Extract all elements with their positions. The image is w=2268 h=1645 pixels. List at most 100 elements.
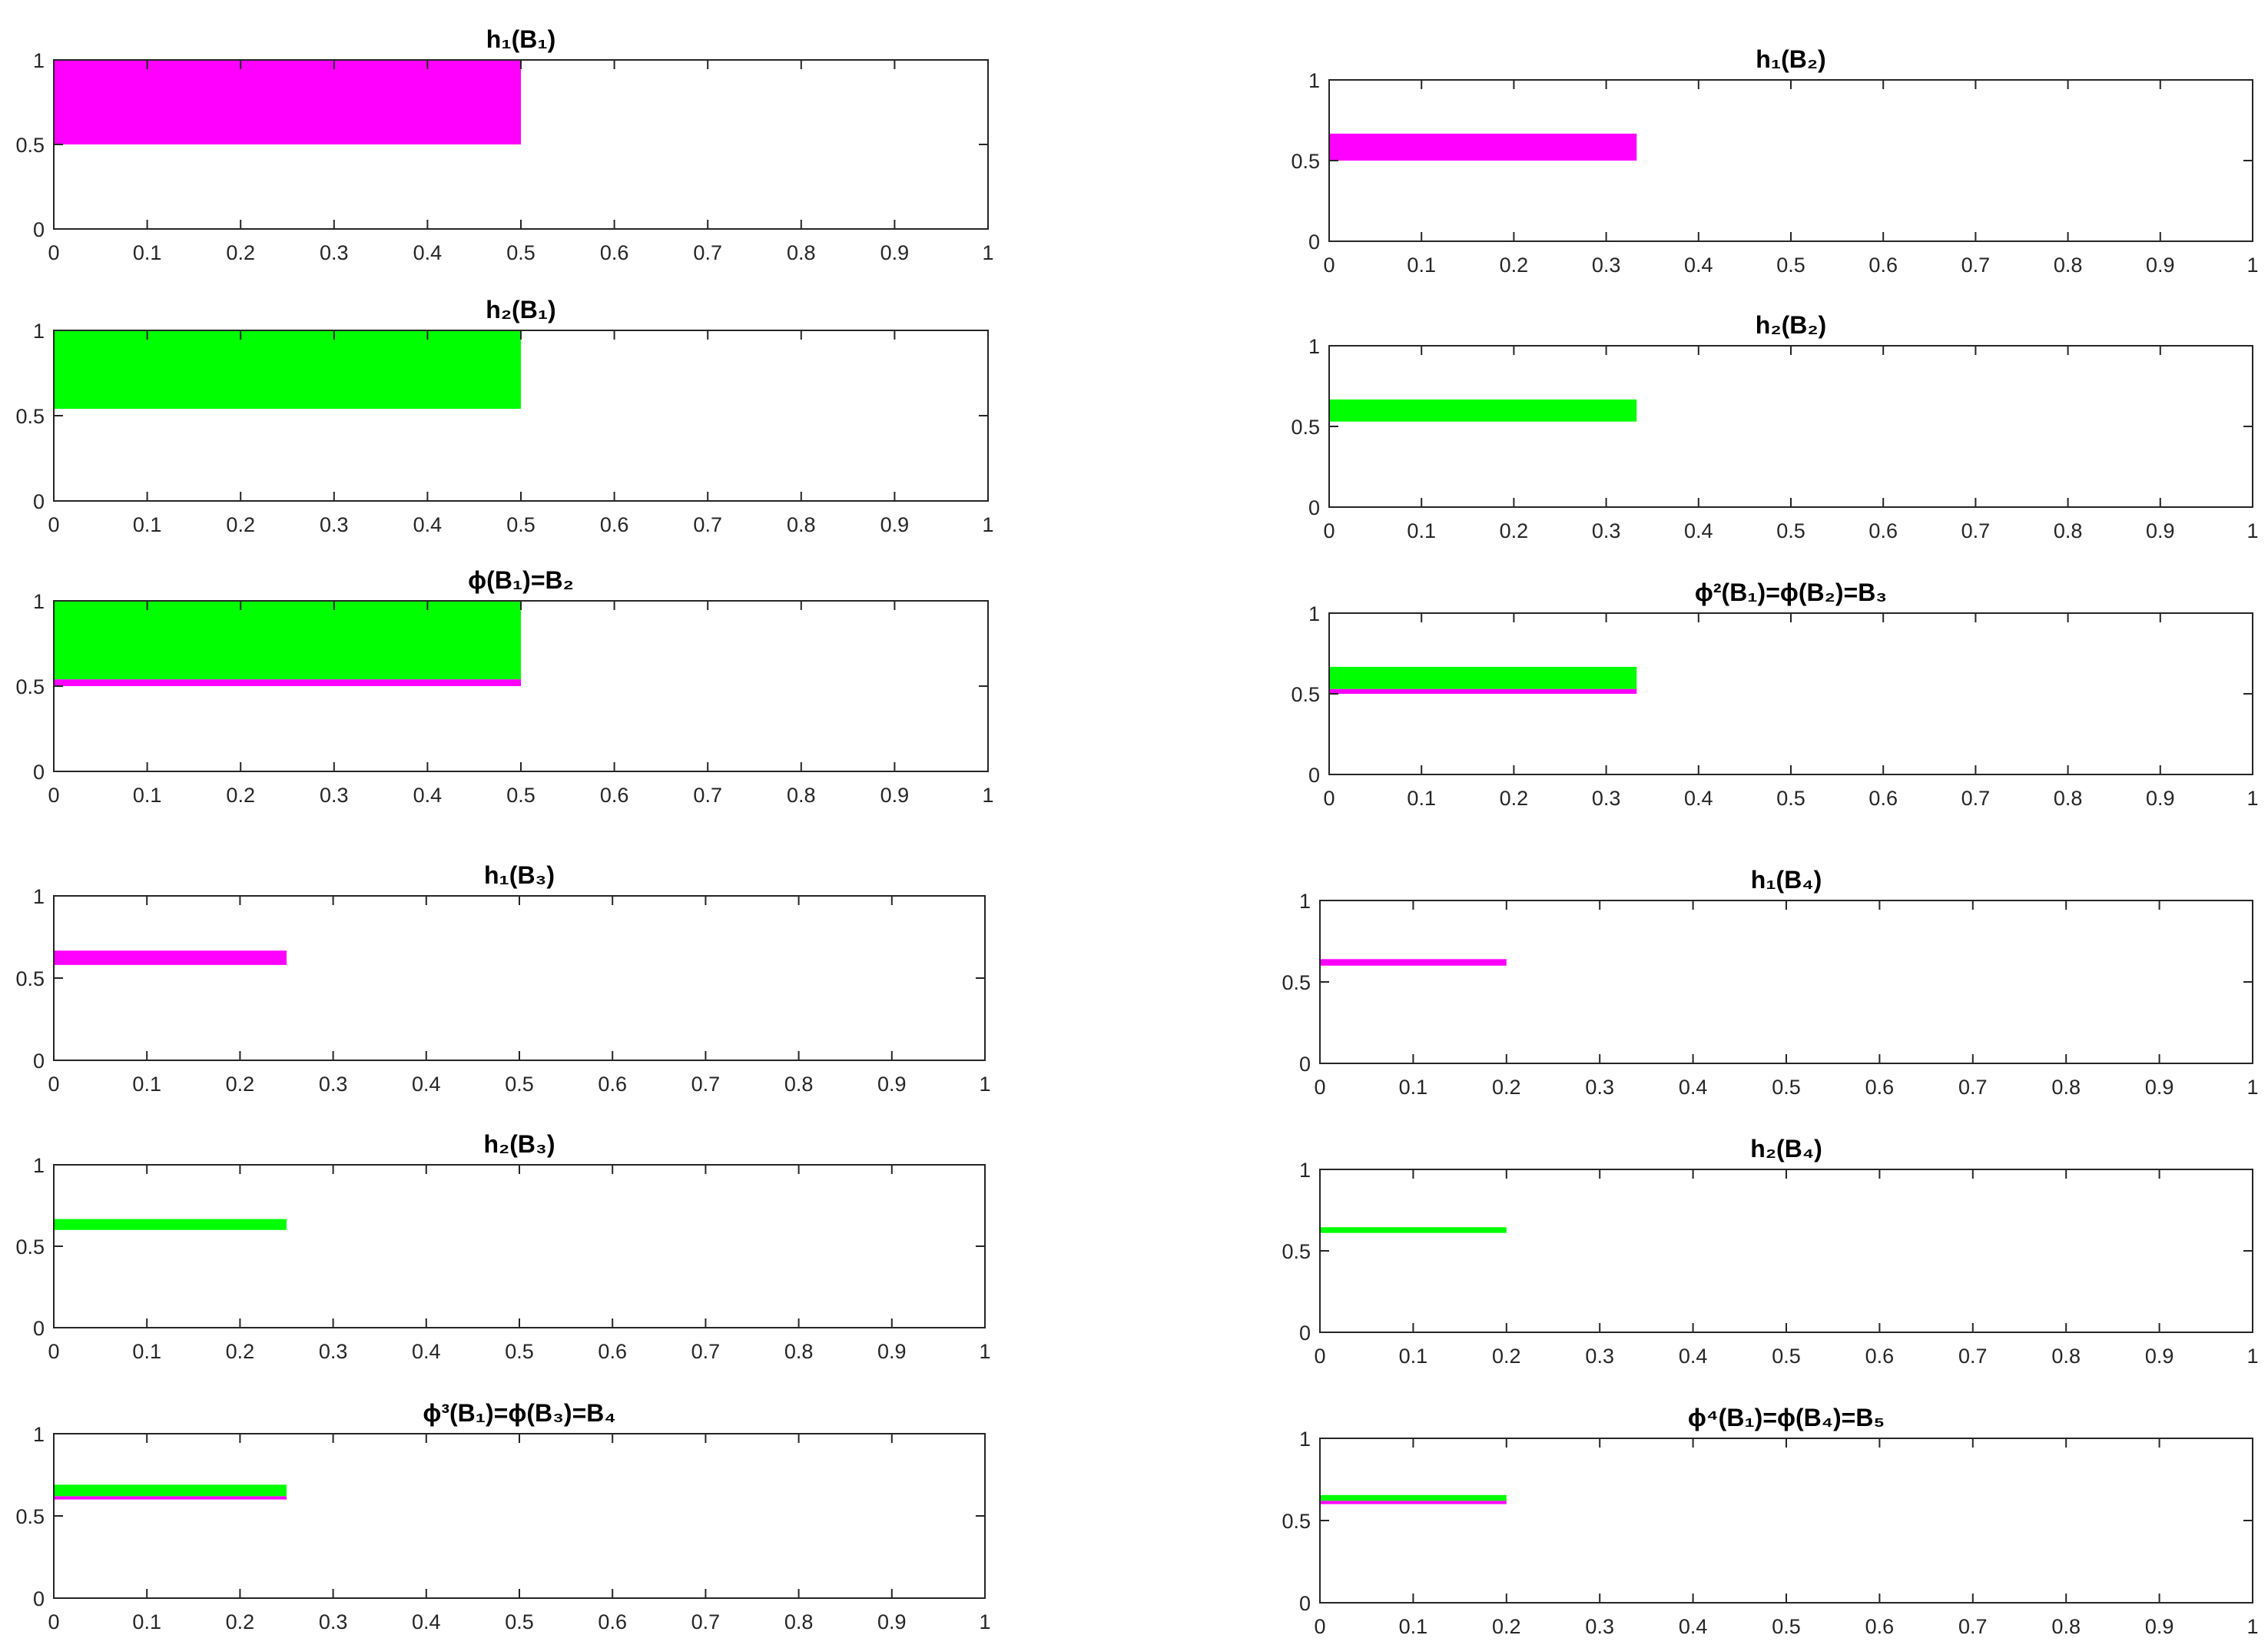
x-tick-label: 0 bbox=[48, 1340, 59, 1363]
subplot-11: 0 0.1 0.2 0.3 0.4 0.5 0.6 0.7 0.8 0.9 1 0 0.5 1 ϕ³(B₁)… bbox=[15, 1399, 990, 1633]
x-tick-label: 0.9 bbox=[880, 513, 910, 536]
x-tick-label: 0.4 bbox=[1679, 1345, 1708, 1368]
x-tick-label: 0.7 bbox=[693, 784, 722, 807]
y-tick-label: 0.5 bbox=[15, 1505, 45, 1528]
y-tick-label: 0 bbox=[1299, 1053, 1311, 1076]
band-h2-1 bbox=[54, 330, 521, 410]
y-tick-label: 0 bbox=[1308, 496, 1320, 519]
x-tick-label: 0.3 bbox=[1592, 519, 1621, 542]
band-h1-1 bbox=[54, 679, 521, 686]
y-tick-label: 1 bbox=[1308, 335, 1320, 358]
x-tick-label: 0.7 bbox=[691, 1610, 721, 1633]
x-tick-label: 0 bbox=[1314, 1345, 1325, 1368]
x-tick-label: 0 bbox=[48, 513, 59, 536]
x-tick-label: 0.7 bbox=[693, 513, 722, 536]
y-tick-label: 0 bbox=[33, 1050, 45, 1073]
x-tick-label: 0.9 bbox=[2145, 1076, 2174, 1099]
y-tick-label: 1 bbox=[1308, 602, 1320, 625]
x-tick-label: 0.9 bbox=[877, 1340, 907, 1363]
x-tick-label: 0.7 bbox=[1961, 787, 1991, 810]
subplot-2: 0 0.1 0.2 0.3 0.4 0.5 0.6 0.7 0.8 0.9 1 0 0.5 1 h₁(B₂) bbox=[1291, 45, 2258, 277]
x-tick-label: 0.7 bbox=[1958, 1076, 1988, 1099]
x-tick-label: 0.2 bbox=[226, 1073, 255, 1096]
subplot-7: 0 0.1 0.2 0.3 0.4 0.5 0.6 0.7 0.8 0.9 1 0 0.5 1 h₁(B₃) bbox=[15, 861, 990, 1096]
subplot-title: h₂(B₂) bbox=[1756, 311, 1826, 339]
x-tick-label: 0.3 bbox=[1592, 787, 1621, 810]
x-tick-label: 0.4 bbox=[1679, 1615, 1708, 1638]
axes-box bbox=[1328, 345, 2253, 508]
x-tick-label: 0.6 bbox=[1868, 787, 1898, 810]
x-tick-label: 0.7 bbox=[1958, 1615, 1988, 1638]
subplot-title: h₁(B₃) bbox=[484, 861, 555, 889]
y-tick-label: 0.5 bbox=[1291, 150, 1320, 173]
y-tick-label: 1 bbox=[33, 1154, 45, 1177]
y-tick-label: 1 bbox=[33, 320, 45, 343]
band-h1-1 bbox=[1320, 959, 1507, 966]
band-h1-1 bbox=[1329, 688, 1637, 694]
x-tick-label: 0.1 bbox=[132, 1340, 161, 1363]
x-tick-label: 1 bbox=[2246, 1076, 2258, 1099]
axes-box bbox=[53, 895, 986, 1061]
x-tick-label: 0.8 bbox=[2051, 1345, 2081, 1368]
y-tick-label: 0 bbox=[33, 1317, 45, 1340]
x-tick-label: 0.1 bbox=[1399, 1345, 1428, 1368]
x-tick-label: 1 bbox=[2246, 1615, 2258, 1638]
subplot-title: h₁(B₄) bbox=[1751, 866, 1822, 894]
x-tick-label: 1 bbox=[982, 241, 993, 264]
band-h1-1 bbox=[54, 950, 287, 965]
subplot-title: h₂(B₃) bbox=[484, 1130, 555, 1158]
y-tick-label: 1 bbox=[33, 590, 45, 613]
y-tick-label: 0 bbox=[33, 761, 45, 784]
y-tick-label: 0.5 bbox=[1282, 1510, 1311, 1533]
subplot-title: h₂(B₄) bbox=[1750, 1135, 1822, 1162]
y-tick-label: 1 bbox=[1299, 1428, 1311, 1451]
y-tick-label: 0.5 bbox=[15, 967, 45, 990]
x-tick-label: 0.7 bbox=[691, 1340, 721, 1363]
x-tick-label: 0.1 bbox=[133, 513, 162, 536]
x-tick-label: 0.5 bbox=[1772, 1615, 1801, 1638]
x-tick-label: 0.7 bbox=[1958, 1345, 1988, 1368]
y-tick-label: 1 bbox=[33, 1423, 45, 1446]
x-tick-label: 0.8 bbox=[2051, 1076, 2081, 1099]
x-tick-label: 0.9 bbox=[2145, 1345, 2174, 1368]
x-tick-label: 0.2 bbox=[1500, 519, 1529, 542]
x-tick-label: 0 bbox=[1323, 787, 1335, 810]
y-tick-label: 0.5 bbox=[15, 1235, 45, 1259]
axes-box bbox=[1319, 1169, 2253, 1333]
subplot-4: 0 0.1 0.2 0.3 0.4 0.5 0.6 0.7 0.8 0.9 1 0 0.5 1 h₂(B₂) bbox=[1291, 311, 2258, 542]
x-tick-label: 0 bbox=[1323, 519, 1335, 542]
x-tick-label: 0.8 bbox=[784, 1073, 814, 1096]
subplot-title: h₁(B₁) bbox=[486, 25, 555, 53]
x-tick-label: 0.1 bbox=[1407, 254, 1436, 277]
x-tick-label: 0.3 bbox=[320, 241, 349, 264]
subplot-12: 0 0.1 0.2 0.3 0.4 0.5 0.6 0.7 0.8 0.9 1 0 0.5 1 ϕ⁴(B₁)… bbox=[1282, 1404, 2258, 1638]
x-tick-label: 0.3 bbox=[320, 784, 349, 807]
x-tick-label: 0.5 bbox=[1776, 519, 1805, 542]
subplot-title: ϕ⁴(B₁)=ϕ(B₄)=B₅ bbox=[1688, 1404, 1885, 1431]
x-tick-label: 1 bbox=[2246, 254, 2258, 277]
x-tick-label: 0 bbox=[48, 784, 59, 807]
x-tick-label: 0.6 bbox=[1865, 1615, 1895, 1638]
subplot-10: 0 0.1 0.2 0.3 0.4 0.5 0.6 0.7 0.8 0.9 1 0 0.5 1 h₂(B₄) bbox=[1282, 1135, 2258, 1368]
y-tick-label: 0.5 bbox=[1291, 416, 1320, 439]
x-tick-label: 0.6 bbox=[1868, 254, 1898, 277]
x-tick-label: 0.2 bbox=[1500, 787, 1529, 810]
subplot-title: ϕ³(B₁)=ϕ(B₃)=B₄ bbox=[423, 1399, 615, 1427]
x-tick-label: 0.2 bbox=[226, 784, 255, 807]
x-tick-label: 0 bbox=[48, 241, 59, 264]
x-tick-label: 0.2 bbox=[1492, 1076, 1521, 1099]
x-tick-label: 0.7 bbox=[691, 1073, 721, 1096]
x-tick-label: 0.9 bbox=[877, 1610, 907, 1633]
x-tick-label: 0.6 bbox=[598, 1340, 627, 1363]
band-h2-2 bbox=[54, 1484, 287, 1497]
x-tick-label: 0.4 bbox=[413, 784, 443, 807]
x-tick-label: 0.3 bbox=[1592, 254, 1621, 277]
x-tick-label: 0.1 bbox=[1399, 1076, 1428, 1099]
y-tick-label: 0.5 bbox=[1282, 1240, 1311, 1263]
y-tick-label: 0.5 bbox=[15, 134, 45, 157]
axes-box bbox=[53, 1433, 986, 1599]
x-tick-label: 1 bbox=[979, 1073, 990, 1096]
x-tick-label: 0.8 bbox=[787, 513, 816, 536]
x-tick-label: 0.2 bbox=[226, 1340, 255, 1363]
